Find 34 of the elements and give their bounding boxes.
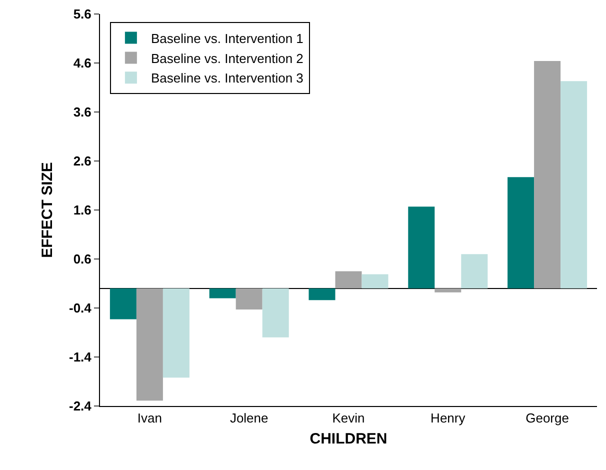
x-tick-label: George [526,410,569,426]
y-tick-label: -2.4 [68,398,92,414]
y-tick-label: -1.4 [68,350,92,365]
bar [362,274,388,288]
legend-label: Baseline vs. Intervention 3 [150,70,304,86]
x-tick-label: Henry [430,410,466,426]
y-axis-title: EFFECT SIZE [39,162,56,258]
bar [534,61,561,288]
legend-label: Baseline vs. Intervention 2 [150,50,304,66]
y-tick-label: 3.6 [73,104,92,120]
bar [335,271,362,288]
bar [209,288,236,298]
y-tick-label: -0.4 [68,300,92,316]
bar [162,288,190,378]
x-tick-label: Kevin [332,410,365,426]
bar [461,254,488,288]
bar [408,206,435,288]
x-tick-label: Ivan [137,410,162,426]
x-axis-title: CHILDREN [310,430,388,448]
bar [560,81,588,288]
bar [262,288,289,338]
y-tick-label: 0.6 [73,252,92,267]
bar [508,177,534,288]
x-tick-label: Jolene [230,410,268,426]
bar [308,288,336,300]
legend-label: Baseline vs. Intervention 1 [150,30,304,46]
bar [110,288,136,320]
y-tick-label: 2.6 [73,154,92,169]
y-tick-label: 1.6 [73,202,92,218]
y-tick-label: 4.6 [73,56,92,71]
bar [434,288,462,292]
bar [136,288,163,401]
y-tick-label: 5.6 [73,6,92,22]
bar [236,288,262,310]
